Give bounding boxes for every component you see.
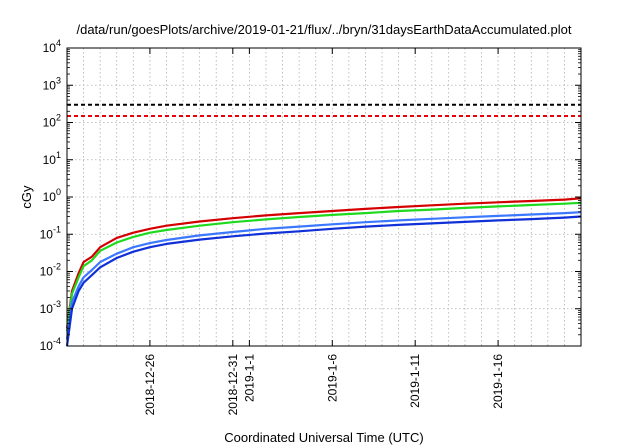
y-tick-label: 10-1: [40, 224, 61, 241]
series-line: [65, 201, 582, 332]
chart-title: /data/run/goesPlots/archive/2019-01-21/f…: [76, 22, 571, 37]
series-line: [65, 215, 582, 347]
x-tick-label: 2018-12-31: [226, 354, 240, 416]
series-lines: [65, 197, 582, 347]
y-tick-label: 101: [43, 150, 61, 167]
y-tick-label: 10-4: [40, 336, 61, 353]
series-line: [65, 197, 582, 329]
x-tick-label: 2018-12-26: [143, 354, 157, 416]
y-tick-label: 10-2: [40, 262, 61, 279]
y-axis-label: cGy: [19, 185, 34, 209]
y-tick-label: 10-3: [40, 299, 61, 316]
grid: [67, 48, 581, 346]
x-tick-label: 2019-1-6: [325, 354, 339, 402]
series-line: [65, 211, 582, 340]
x-axis-label: Coordinated Universal Time (UTC): [224, 430, 423, 445]
threshold-lines: [67, 103, 581, 117]
y-axis-ticks: 10-4 10-3 10-2 10-1 100 101 102 103 104: [40, 38, 581, 353]
x-axis-ticks: 2018-12-26 2018-12-31 2019-1-1 2019-1-6 2019…: [143, 48, 505, 415]
y-tick-label: 100: [43, 187, 61, 204]
y-tick-label: 104: [43, 38, 61, 55]
x-tick-label: 2019-1-16: [491, 354, 505, 409]
x-tick-label: 2019-1-11: [408, 354, 422, 408]
x-tick-label: 2019-1-1: [242, 354, 256, 402]
y-tick-label: 103: [43, 75, 61, 92]
y-tick-label: 102: [43, 113, 61, 130]
